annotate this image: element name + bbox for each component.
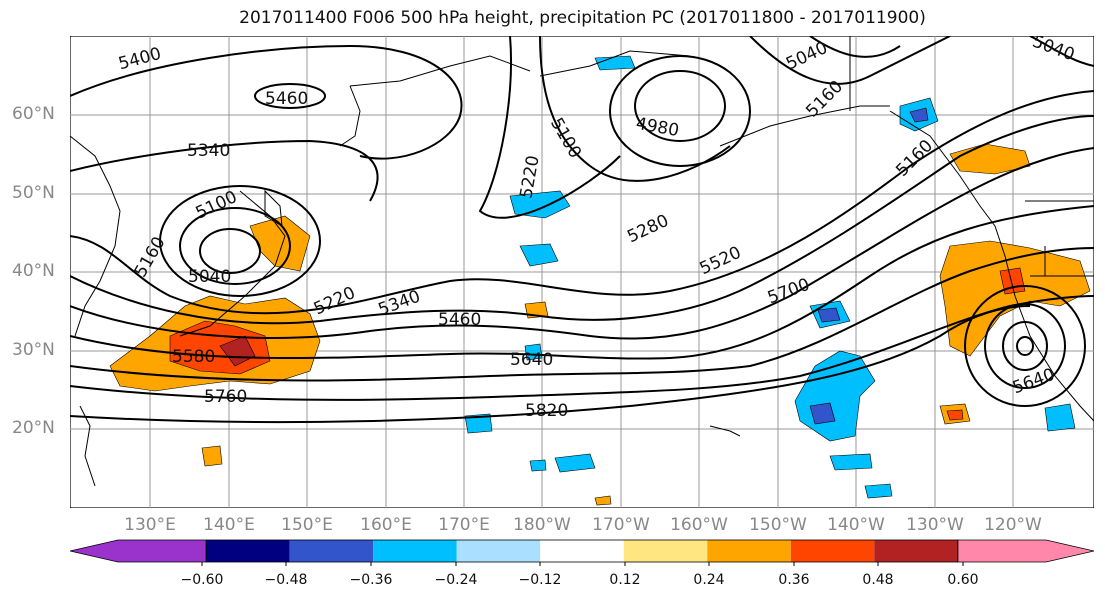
lon-label: 140°W [827, 515, 885, 535]
lon-label: 120°W [984, 515, 1042, 535]
lon-label: 160°E [360, 515, 412, 535]
lat-label: 20°N [12, 418, 55, 438]
colorbar-segment [957, 539, 1094, 563]
colorbar-tick-label: −0.36 [349, 572, 393, 588]
colorbar-outline [205, 539, 959, 563]
colorbar-ticks [201, 562, 964, 566]
lon-label: 150°E [281, 515, 333, 535]
lon-label: 140°E [203, 515, 255, 535]
lat-label: 30°N [12, 340, 55, 360]
colorbar-segment [456, 540, 541, 562]
colorbar-segment [540, 540, 624, 562]
colorbar-tick-label: 0.12 [609, 572, 641, 588]
contour-label: 5580 [172, 347, 215, 367]
colorbar-segment [206, 540, 290, 562]
height-contours [70, 36, 1094, 424]
contour-label: 5340 [187, 141, 230, 161]
colorbar-segment [289, 540, 374, 562]
contour-label: 5820 [525, 401, 568, 421]
lat-label: 40°N [12, 261, 55, 281]
colorbar-tick-label: −0.48 [264, 572, 308, 588]
colorbar-tick-label: −0.60 [180, 572, 224, 588]
contour-label: 5760 [204, 387, 247, 407]
colorbar-segment [790, 540, 875, 562]
colorbar-segment [874, 540, 958, 562]
contour-label: 5040 [188, 267, 231, 287]
lon-label: 130°W [906, 515, 964, 535]
colorbar-segments [70, 539, 1094, 563]
colorbar-tick-label: −0.12 [518, 572, 562, 588]
lat-label: 50°N [12, 183, 55, 203]
lat-label: 60°N [12, 104, 55, 124]
colorbar-tick-label: 0.48 [862, 572, 894, 588]
lon-label: 170°W [592, 515, 650, 535]
colorbar-segment [623, 540, 708, 562]
lon-label: 160°W [670, 515, 728, 535]
colorbar-tick-label: −0.24 [434, 572, 478, 588]
map-panel: 5400 5460 5340 5100 5160 5040 5220 5340 … [70, 36, 1094, 508]
colorbar-segment [70, 539, 207, 563]
colorbar [70, 539, 1094, 566]
precip-negative [464, 55, 1076, 499]
colorbar-tick-label: 0.24 [693, 572, 725, 588]
contour-label: 5460 [438, 310, 481, 330]
lon-label: 180°W [513, 515, 571, 535]
lon-label: 170°E [438, 515, 490, 535]
colorbar-segment [707, 540, 791, 562]
contour-label: 5460 [265, 89, 308, 109]
colorbar-segment [373, 540, 457, 562]
borders [849, 36, 1094, 277]
lon-label: 150°W [749, 515, 807, 535]
lon-label: 130°E [124, 515, 176, 535]
colorbar-tick-label: 0.60 [947, 572, 979, 588]
contour-label: 5640 [510, 350, 553, 370]
colorbar-tick-label: 0.36 [778, 572, 810, 588]
map-title: 2017011400 F006 500 hPa height, precipit… [239, 8, 926, 28]
